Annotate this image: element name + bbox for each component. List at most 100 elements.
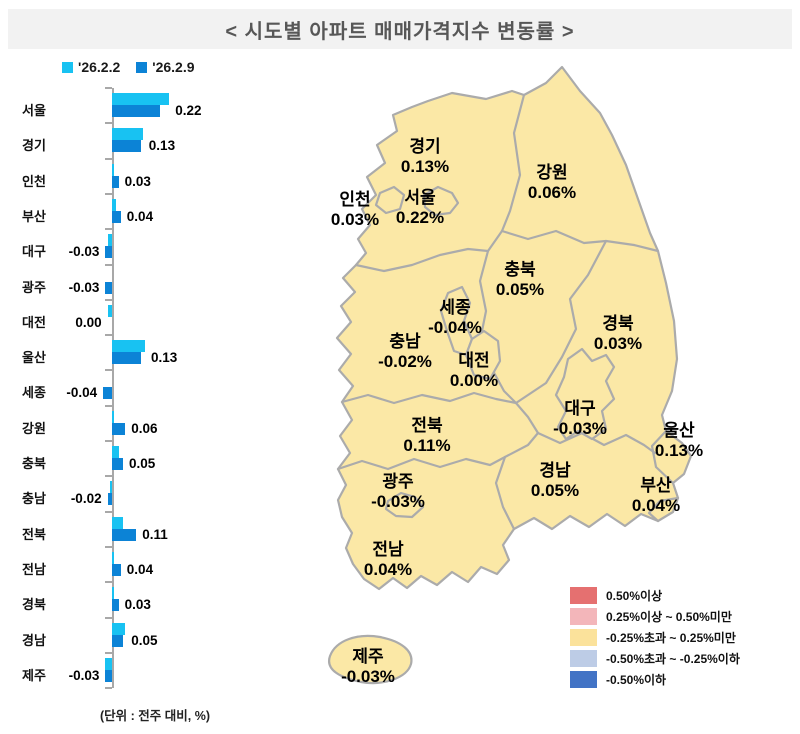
bar-value-label: -0.02 <box>70 491 102 507</box>
map-label-region-value: 0.03% <box>593 334 643 353</box>
map-legend-row-1: 0.25%이상 ~ 0.50%미만 <box>570 607 740 625</box>
axis-tick <box>105 545 112 548</box>
map-legend-label: -0.25%초과 ~ 0.25%미만 <box>606 630 736 645</box>
map-label-chungnam: 충남 -0.02% <box>378 332 432 372</box>
region-daegu-shape <box>554 347 616 441</box>
bar-prev-week <box>112 410 115 423</box>
map-legend-row-0: 0.50%이상 <box>570 586 740 604</box>
axis-tick <box>105 510 112 513</box>
bar-curr-week <box>105 246 112 259</box>
bar-value-label: -0.03 <box>68 667 100 683</box>
map-label-gyeongnam: 경남 0.05% <box>531 461 579 501</box>
map-label-region-name: 경북 <box>602 313 634 333</box>
map-label-region-name: 전남 <box>372 539 404 559</box>
bar-curr-week <box>112 352 141 365</box>
border-gyeongbuk-gyeongnam <box>536 431 657 455</box>
bar-curr-week <box>105 669 112 682</box>
bar-value-label: -0.03 <box>68 279 100 295</box>
bar-row-region-label: 경북 <box>22 597 46 613</box>
map-legend-row-2: -0.25%초과 ~ 0.25%미만 <box>570 628 740 646</box>
bar-prev-week <box>112 198 117 211</box>
axis-tick <box>105 334 112 337</box>
legend-item-prev-week: '26.2.2 <box>62 59 120 75</box>
unit-note: (단위 : 전주 대비, %) <box>100 709 210 723</box>
map-label-region-value: -0.03% <box>371 492 425 511</box>
map-legend-row-4: -0.50%이하 <box>570 670 740 688</box>
bar-curr-week <box>105 281 112 294</box>
axis-tick <box>105 687 112 690</box>
bar-row-region-label: 충북 <box>22 456 46 471</box>
bar-row-region-label: 경남 <box>22 632 46 648</box>
bar-prev-week <box>105 657 112 670</box>
bar-curr-week <box>112 634 123 647</box>
bar-prev-week <box>112 516 123 529</box>
map-label-region-value: 0.13% <box>400 157 450 176</box>
bar-prev-week <box>107 234 112 247</box>
map-label-region-value: -0.04% <box>428 318 482 337</box>
border-gyeonggi-gangwon <box>500 93 526 233</box>
map-label-jeonnam: 전남 0.04% <box>364 540 412 580</box>
bar-row-region-label: 제주 <box>22 667 46 683</box>
map-label-region-name: 경기 <box>409 136 441 156</box>
bar-row-region-label: 충남 <box>22 491 46 507</box>
bar-value-label: 0.13 <box>148 138 176 154</box>
map-legend-label: 0.25%이상 ~ 0.50%미만 <box>606 609 732 624</box>
map-label-region-name: 충남 <box>389 331 421 351</box>
map-label-region-value: 0.22% <box>395 208 445 227</box>
bar-row-region-label: 전북 <box>22 526 46 542</box>
bar-value-label: 0.04 <box>126 561 154 577</box>
axis-tick <box>105 651 112 654</box>
bar-value-label: 0.00 <box>75 314 102 330</box>
legend-item-curr-week: '26.2.9 <box>136 59 195 75</box>
legend-label-curr: '26.2.9 <box>152 59 195 75</box>
map-legend-row-3: -0.50%초과 ~ -0.25%이하 <box>570 649 740 667</box>
map-label-gyeonggi: 경기 0.13% <box>401 137 449 177</box>
bar-value-label: -0.03 <box>68 244 100 260</box>
axis-tick <box>105 440 112 442</box>
map-label-region-value: 0.03% <box>330 210 380 229</box>
border-ulsan <box>650 429 675 485</box>
map-label-region-name: 대구 <box>564 398 596 418</box>
border-jeonnam-gyeongnam <box>494 455 516 531</box>
map-label-seoul: 서울 0.22% <box>396 188 444 228</box>
map-legend-label: 0.50%이상 <box>606 588 663 603</box>
bar-prev-week <box>112 587 115 600</box>
bar-row-region-label: 대구 <box>22 244 46 260</box>
bar-value-label: 0.03 <box>124 173 151 189</box>
map-label-region-value: 0.00% <box>449 371 499 390</box>
map-label-region-name: 경남 <box>539 460 571 480</box>
map-label-region-name: 세종 <box>439 297 471 317</box>
korea-map-svg <box>327 65 693 685</box>
bar-curr-week <box>112 563 121 576</box>
bar-curr-week <box>112 175 119 188</box>
map-label-region-name: 대전 <box>458 350 490 370</box>
bar-prev-week <box>112 551 115 564</box>
bar-prev-week <box>112 446 119 458</box>
map-legend-label: -0.50%초과 ~ -0.25%이하 <box>606 651 740 666</box>
legend-label-prev: '26.2.2 <box>78 59 121 75</box>
map-label-incheon: 인천 0.03% <box>331 190 379 230</box>
bar-row-region-label: 전남 <box>22 561 46 577</box>
title-bar: < 시도별 아파트 매매가격지수 변동률 > <box>8 9 792 49</box>
map-label-region-value: -0.02% <box>378 352 432 371</box>
map-legend-swatch-icon <box>570 586 597 604</box>
bar-value-label: 0.04 <box>126 208 154 224</box>
bar-row-region-label: 대전 <box>22 314 46 330</box>
bar-curr-week <box>107 493 112 506</box>
axis-tick <box>105 263 112 266</box>
map-label-region-value: 0.13% <box>654 441 704 460</box>
bar-row-region-label: 광주 <box>22 279 46 295</box>
map-color-legend: 0.50%이상 0.25%이상 ~ 0.50%미만 -0.25%초과 ~ 0.25%… <box>570 586 740 691</box>
map-label-region-name: 부산 <box>640 475 672 495</box>
axis-tick <box>105 298 112 301</box>
bar-chart-axis <box>112 88 114 689</box>
map-label-region-value: 0.06% <box>527 183 577 202</box>
border-jeonbuk-gyeongbuk <box>514 401 540 435</box>
bar-row-region-label: 서울 <box>22 103 46 118</box>
axis-tick <box>105 475 112 478</box>
axis-tick <box>105 192 112 195</box>
bar-value-label: 0.13 <box>151 350 178 366</box>
axis-tick <box>105 369 112 372</box>
map-label-region-value: 0.05% <box>530 481 580 500</box>
region-seoul-shape <box>422 185 460 217</box>
